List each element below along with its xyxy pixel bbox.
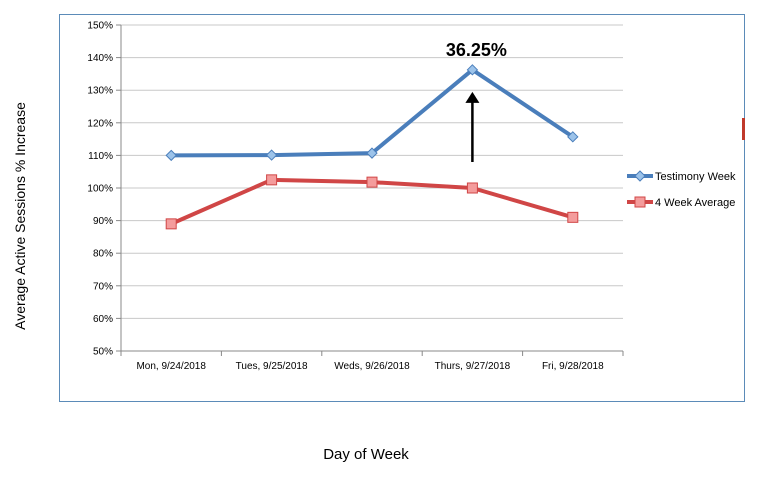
x-axis-label: Day of Week [323,446,409,463]
y-tick-label: 110% [88,151,113,162]
y-tick-label: 130% [87,86,113,97]
legend-label: Testimony Week [655,171,736,183]
data-point [567,211,579,223]
data-point [165,149,177,162]
y-tick-label: 60% [93,314,113,325]
data-point [265,149,278,161]
y-tick-label: 90% [93,216,113,227]
x-tick-label: Fri, 9/28/2018 [542,361,604,372]
data-point [466,64,479,76]
y-tick-label: 50% [93,347,113,358]
data-point [366,176,378,188]
x-tick-label: Mon, 9/24/2018 [136,361,206,372]
data-point [165,218,177,230]
y-tick-label: 120% [87,118,113,129]
y-tick-label: 80% [93,249,113,260]
y-tick-label: 70% [93,281,113,292]
legend-swatch-marker [634,170,646,182]
x-tick-label: Weds, 9/26/2018 [334,361,410,372]
legend-label: 4 Week Average [655,197,735,209]
data-point [466,182,478,194]
edge-marker [742,118,745,140]
data-point [567,131,579,143]
annotation-label: 36.25% [446,40,507,60]
chart-frame [59,14,745,402]
data-point [266,174,278,186]
y-tick-label: 150% [87,21,113,32]
legend-swatch-marker [634,196,646,208]
x-tick-label: Thurs, 9/27/2018 [435,361,511,372]
x-tick-label: Tues, 9/25/2018 [236,361,308,372]
data-point [366,147,378,159]
y-tick-label: 140% [87,53,113,64]
annotation-arrow-head [465,91,480,103]
y-tick-label: 100% [87,184,113,195]
series-line-0 [169,67,575,158]
